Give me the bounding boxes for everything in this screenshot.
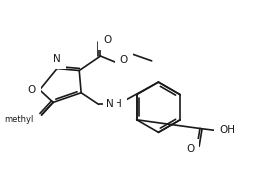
Text: O: O xyxy=(103,35,112,45)
Text: N: N xyxy=(106,99,114,109)
Text: O: O xyxy=(27,85,36,95)
Text: H: H xyxy=(114,99,122,109)
Text: OH: OH xyxy=(219,125,235,135)
Text: O: O xyxy=(120,55,128,65)
Text: N: N xyxy=(53,54,61,64)
Text: O: O xyxy=(186,144,194,154)
Text: methyl: methyl xyxy=(4,115,34,124)
